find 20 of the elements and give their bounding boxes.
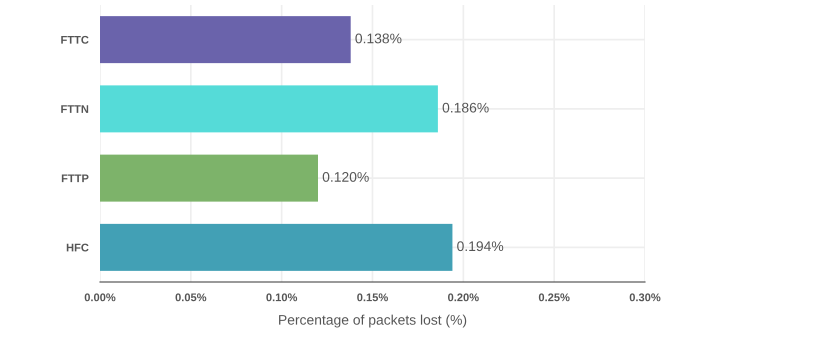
data-label: 0.186% bbox=[442, 102, 489, 113]
y-tick-label: FTTC bbox=[61, 36, 89, 44]
y-tick-label: HFC bbox=[66, 244, 89, 252]
y-tick-label: FTTN bbox=[61, 105, 88, 113]
x-tick-label: 0.30% bbox=[630, 293, 660, 302]
x-tick-label: 0.25% bbox=[538, 293, 570, 302]
x-tick-label: 0.15% bbox=[357, 293, 388, 302]
data-label: 0.138% bbox=[355, 34, 402, 44]
x-tick-label: 0.05% bbox=[176, 293, 206, 302]
data-label: 0.120% bbox=[322, 172, 369, 182]
x-axis-title: Percentage of packets lost (%) bbox=[279, 314, 466, 328]
bar bbox=[100, 85, 438, 132]
x-tick-label: 0.10% bbox=[266, 293, 298, 302]
bar bbox=[100, 16, 351, 64]
y-tick-label: FTTP bbox=[62, 174, 89, 182]
x-tick-label: 0.20% bbox=[448, 293, 479, 302]
bar bbox=[100, 154, 318, 202]
data-label: 0.194% bbox=[457, 241, 504, 252]
x-tick-label: 0.00% bbox=[84, 293, 116, 302]
bar bbox=[100, 224, 452, 271]
